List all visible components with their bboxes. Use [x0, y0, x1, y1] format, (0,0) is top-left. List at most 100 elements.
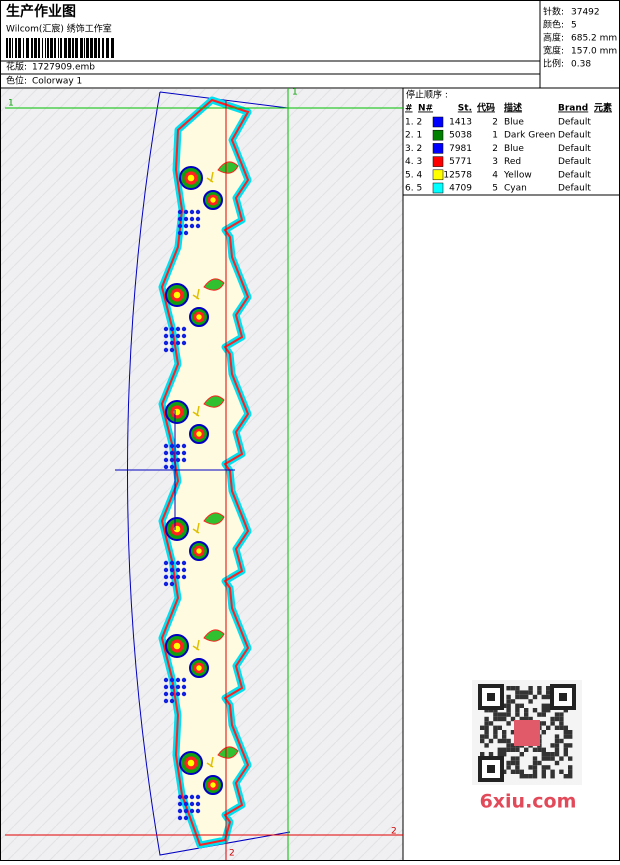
stat-value: 157.0 mm: [571, 47, 617, 57]
bar: [34, 38, 37, 58]
brand: Default: [558, 157, 591, 167]
qr-cell: [524, 774, 529, 779]
dot: [175, 677, 181, 683]
qr-cell: [515, 747, 520, 752]
qr-cell: [541, 774, 546, 779]
qr-cell: [568, 774, 573, 779]
dot: [169, 347, 175, 353]
dot: [181, 677, 187, 683]
dot: [175, 684, 181, 690]
qr-cell: [519, 690, 524, 695]
qr-cell: [546, 703, 551, 708]
stat-value: 685.2 mm: [571, 34, 617, 44]
column-header: 描述: [504, 102, 522, 114]
code: 2: [492, 144, 498, 154]
dot: [181, 560, 187, 566]
dot: [189, 216, 195, 222]
qr-cell: [559, 738, 564, 744]
dot: [177, 230, 183, 236]
qr-cell: [541, 708, 546, 713]
dot: [169, 450, 175, 456]
qr-cell: [506, 738, 511, 744]
qr-cell: [506, 699, 511, 704]
qr-cell: [484, 725, 489, 730]
qr-cell: [546, 752, 551, 757]
dot: [181, 684, 187, 690]
bar: [45, 38, 46, 58]
qr-cell: [515, 712, 520, 717]
dot: [183, 808, 189, 814]
qr-cell: [488, 721, 494, 726]
qr-cell: [550, 716, 555, 722]
dot: [181, 340, 187, 346]
dot: [175, 326, 181, 332]
color-swatch: [432, 169, 444, 181]
dot: [195, 794, 201, 800]
dot: [169, 574, 175, 580]
qr-cell: [550, 774, 555, 779]
qr-cell: [537, 690, 542, 695]
bar: [80, 38, 83, 58]
leaf: [203, 395, 225, 408]
dot: [163, 340, 169, 346]
petal: [187, 174, 195, 182]
bar: [31, 38, 33, 58]
dot: [181, 443, 187, 449]
qr-cell: [510, 699, 516, 704]
label: 色位:: [6, 75, 27, 87]
bar: [6, 38, 8, 58]
qr-cell: [497, 716, 502, 722]
code: 1: [492, 131, 498, 141]
qr-cell: [515, 703, 520, 708]
qr-cell: [532, 756, 538, 761]
qr-cell: [554, 716, 560, 722]
dot: [177, 794, 183, 800]
dot: [189, 209, 195, 215]
qr-cell: [480, 752, 485, 757]
qr-cell: [563, 752, 568, 757]
stat-label: 宽度:: [543, 45, 564, 57]
qr-cell: [493, 734, 498, 739]
qr-cell: [541, 694, 546, 700]
dot: [189, 801, 195, 807]
stem: [192, 639, 200, 651]
qr-cell: [532, 708, 538, 713]
dot: [175, 333, 181, 339]
qr-cell: [510, 756, 516, 761]
qr-cell: [563, 774, 568, 779]
bar: [9, 38, 11, 58]
qr-cell: [524, 716, 529, 722]
qr-cell: [493, 725, 498, 730]
subtitle: Wilcom(汇宸) 绣饰工作室: [6, 23, 112, 35]
dot: [183, 815, 189, 821]
qr-cell: [515, 765, 520, 770]
bar: [42, 38, 43, 58]
column-header: 元素: [594, 102, 612, 114]
qr-cell: [519, 769, 524, 774]
bar: [23, 38, 24, 58]
stitches: 1413: [449, 118, 472, 128]
dot: [183, 801, 189, 807]
qr-cell: [546, 765, 551, 770]
guide-label: 2: [229, 849, 235, 859]
dot: [181, 450, 187, 456]
file-name: 1727909.emb: [32, 63, 95, 73]
qr-finder: [559, 693, 567, 701]
qr-cell: [524, 712, 529, 717]
column-header: Brand: [558, 104, 588, 114]
dot: [169, 567, 175, 573]
qr-cell: [541, 712, 546, 717]
dot: [195, 801, 201, 807]
qr-cell: [510, 730, 516, 735]
bar: [58, 38, 59, 58]
brand: Default: [558, 118, 591, 128]
qr-cell: [506, 760, 511, 766]
code: 5: [492, 184, 498, 194]
dot: [169, 684, 175, 690]
row-index: 3. 2: [405, 144, 422, 154]
qr-cell: [502, 738, 507, 744]
bar: [86, 38, 89, 58]
petal: [210, 782, 216, 788]
row-index: 2. 1: [405, 131, 422, 141]
stat-value: 5: [571, 21, 577, 31]
